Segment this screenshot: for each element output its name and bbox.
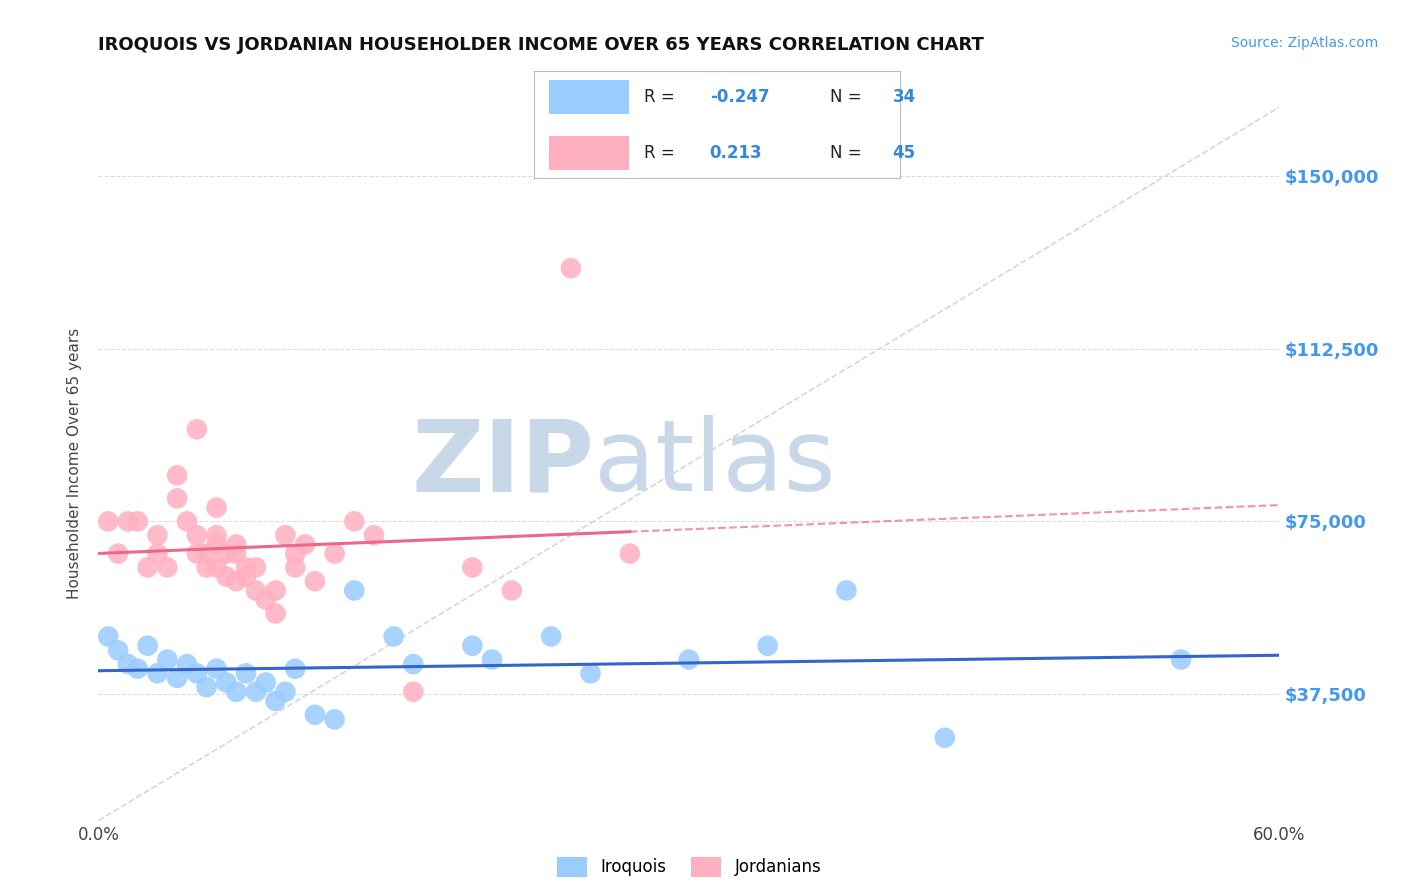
Point: [402, 657, 425, 672]
Point: [560, 261, 582, 276]
Point: [619, 547, 641, 561]
Point: [756, 639, 779, 653]
Text: R =: R =: [644, 144, 675, 161]
Point: [136, 639, 159, 653]
Text: 45: 45: [893, 144, 915, 161]
Point: [254, 592, 277, 607]
Bar: [548, 80, 630, 114]
Point: [225, 684, 247, 698]
Point: [146, 547, 169, 561]
Point: [146, 528, 169, 542]
Point: [678, 652, 700, 666]
Point: [156, 652, 179, 666]
Point: [117, 657, 139, 672]
Point: [186, 422, 208, 436]
Point: [166, 468, 188, 483]
Point: [186, 528, 208, 542]
Point: [156, 560, 179, 574]
Point: [835, 583, 858, 598]
Point: [274, 684, 297, 698]
Text: R =: R =: [644, 88, 675, 106]
Point: [107, 547, 129, 561]
Point: [245, 684, 267, 698]
Point: [166, 491, 188, 506]
Point: [205, 500, 228, 515]
Point: [225, 537, 247, 551]
Text: N =: N =: [831, 88, 862, 106]
Point: [205, 662, 228, 676]
Point: [461, 639, 484, 653]
Point: [540, 630, 562, 644]
Point: [579, 666, 602, 681]
Point: [274, 528, 297, 542]
Text: IROQUOIS VS JORDANIAN HOUSEHOLDER INCOME OVER 65 YEARS CORRELATION CHART: IROQUOIS VS JORDANIAN HOUSEHOLDER INCOME…: [98, 36, 984, 54]
Point: [117, 515, 139, 529]
Point: [97, 630, 120, 644]
Point: [294, 537, 316, 551]
Point: [166, 671, 188, 685]
Point: [107, 643, 129, 657]
Point: [127, 515, 149, 529]
Point: [343, 583, 366, 598]
Bar: [548, 136, 630, 169]
Point: [363, 528, 385, 542]
Point: [97, 515, 120, 529]
Point: [127, 662, 149, 676]
Point: [402, 684, 425, 698]
Point: [186, 547, 208, 561]
Point: [215, 675, 238, 690]
Point: [304, 707, 326, 722]
Point: [146, 666, 169, 681]
Point: [1170, 652, 1192, 666]
Point: [205, 560, 228, 574]
Point: [254, 675, 277, 690]
Point: [934, 731, 956, 745]
Point: [382, 630, 405, 644]
Point: [264, 583, 287, 598]
Point: [205, 537, 228, 551]
Point: [186, 666, 208, 681]
Point: [284, 547, 307, 561]
Point: [284, 560, 307, 574]
Point: [343, 515, 366, 529]
Point: [245, 583, 267, 598]
Point: [215, 547, 238, 561]
Text: Source: ZipAtlas.com: Source: ZipAtlas.com: [1230, 36, 1378, 50]
Point: [481, 652, 503, 666]
Point: [195, 680, 218, 694]
Point: [461, 560, 484, 574]
Point: [225, 547, 247, 561]
Text: 0.213: 0.213: [710, 144, 762, 161]
Point: [264, 607, 287, 621]
Point: [215, 569, 238, 583]
Point: [501, 583, 523, 598]
Point: [245, 560, 267, 574]
Point: [195, 560, 218, 574]
Point: [136, 560, 159, 574]
Text: ZIP: ZIP: [412, 416, 595, 512]
Point: [235, 560, 257, 574]
Point: [323, 712, 346, 726]
Point: [176, 515, 198, 529]
Point: [264, 694, 287, 708]
Point: [304, 574, 326, 589]
Text: atlas: atlas: [595, 416, 837, 512]
Text: -0.247: -0.247: [710, 88, 769, 106]
Legend: Iroquois, Jordanians: Iroquois, Jordanians: [550, 850, 828, 884]
Point: [235, 569, 257, 583]
Point: [284, 662, 307, 676]
Y-axis label: Householder Income Over 65 years: Householder Income Over 65 years: [67, 328, 83, 599]
Text: 34: 34: [893, 88, 915, 106]
Point: [205, 528, 228, 542]
Point: [195, 547, 218, 561]
Point: [225, 574, 247, 589]
Point: [235, 666, 257, 681]
Text: N =: N =: [831, 144, 862, 161]
Point: [323, 547, 346, 561]
Point: [176, 657, 198, 672]
